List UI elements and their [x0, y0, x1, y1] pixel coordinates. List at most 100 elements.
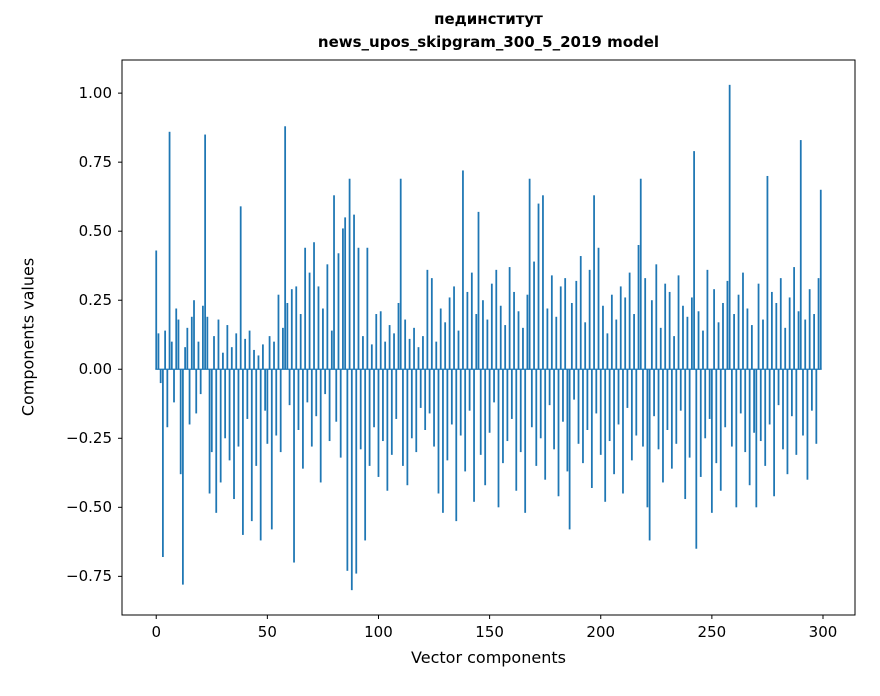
- bar: [255, 369, 258, 466]
- bar: [426, 269, 429, 370]
- bar: [670, 369, 673, 469]
- bar: [506, 369, 509, 442]
- bar: [659, 327, 662, 370]
- bar: [437, 369, 440, 494]
- bar: [804, 319, 807, 370]
- bar: [604, 369, 607, 502]
- bar: [546, 308, 549, 370]
- bar: [695, 369, 698, 549]
- bar: [402, 369, 404, 466]
- bar: [786, 369, 789, 475]
- bar: [599, 369, 602, 455]
- bar: [324, 369, 327, 395]
- bar: [344, 217, 347, 370]
- y-tick-label: −0.75: [66, 567, 112, 586]
- bar: [802, 369, 804, 436]
- bar: [539, 369, 542, 439]
- bar: [222, 352, 224, 370]
- bar: [799, 140, 802, 370]
- bar: [728, 84, 731, 370]
- bar: [684, 369, 687, 500]
- bar: [553, 369, 555, 450]
- bar: [548, 369, 551, 406]
- bar: [550, 275, 553, 370]
- y-tick-label: −0.50: [66, 498, 112, 517]
- bar: [722, 302, 724, 370]
- chart-title: пединститут news_upos_skipgram_300_5_201…: [122, 8, 855, 54]
- bar: [710, 369, 713, 513]
- bar: [248, 330, 251, 370]
- bar: [615, 319, 618, 370]
- bar: [275, 369, 278, 436]
- bar: [719, 369, 722, 491]
- bar: [497, 369, 500, 508]
- bar: [537, 203, 540, 370]
- bar: [777, 369, 780, 406]
- bar: [390, 369, 393, 455]
- bar: [468, 369, 471, 411]
- bar: [297, 369, 300, 430]
- bar: [646, 369, 649, 508]
- bar: [746, 308, 749, 370]
- bar: [328, 369, 331, 442]
- bar: [268, 336, 271, 370]
- bar: [644, 278, 647, 370]
- bar: [688, 369, 691, 458]
- bar: [259, 369, 262, 541]
- x-tick-label: 150: [475, 623, 504, 641]
- bar: [293, 369, 295, 563]
- bar: [764, 369, 767, 466]
- bar: [162, 369, 164, 558]
- bar: [384, 341, 387, 370]
- bar: [526, 294, 529, 370]
- bar: [628, 272, 631, 370]
- bar: [253, 349, 255, 370]
- bar: [586, 369, 589, 430]
- bar: [793, 267, 795, 370]
- bar: [502, 369, 504, 464]
- bar: [288, 369, 291, 406]
- bar: [373, 369, 375, 428]
- bar: [244, 338, 247, 370]
- y-tick-label: 0.25: [78, 291, 112, 310]
- bar: [602, 305, 604, 370]
- bar: [159, 369, 162, 384]
- bar: [675, 369, 678, 444]
- bar: [608, 369, 611, 442]
- bar: [359, 369, 362, 450]
- bar: [737, 294, 740, 370]
- bar: [770, 291, 773, 370]
- bar: [173, 369, 175, 403]
- bar: [542, 195, 544, 370]
- bar: [210, 369, 213, 453]
- bar: [304, 247, 307, 370]
- x-tick-label: 200: [586, 623, 616, 641]
- bar: [664, 283, 667, 370]
- bar: [366, 247, 369, 370]
- bar: [393, 333, 395, 370]
- bar: [590, 369, 593, 488]
- bar: [377, 369, 380, 477]
- bar: [797, 311, 800, 370]
- bar: [217, 319, 220, 370]
- x-tick-label: 250: [697, 623, 727, 641]
- bar: [179, 369, 182, 475]
- bar: [382, 369, 384, 442]
- bar: [370, 344, 373, 370]
- bar: [459, 369, 462, 436]
- bar: [570, 302, 573, 370]
- bar: [495, 269, 498, 370]
- bar: [286, 302, 289, 370]
- bar: [730, 369, 733, 447]
- bar: [782, 369, 784, 450]
- bar: [717, 322, 720, 370]
- bar: [417, 347, 420, 370]
- bar: [650, 300, 653, 370]
- bar: [813, 314, 815, 370]
- bar: [562, 369, 564, 422]
- bar: [668, 291, 671, 370]
- bar: [333, 195, 335, 370]
- bar: [582, 369, 584, 464]
- bar: [368, 369, 371, 466]
